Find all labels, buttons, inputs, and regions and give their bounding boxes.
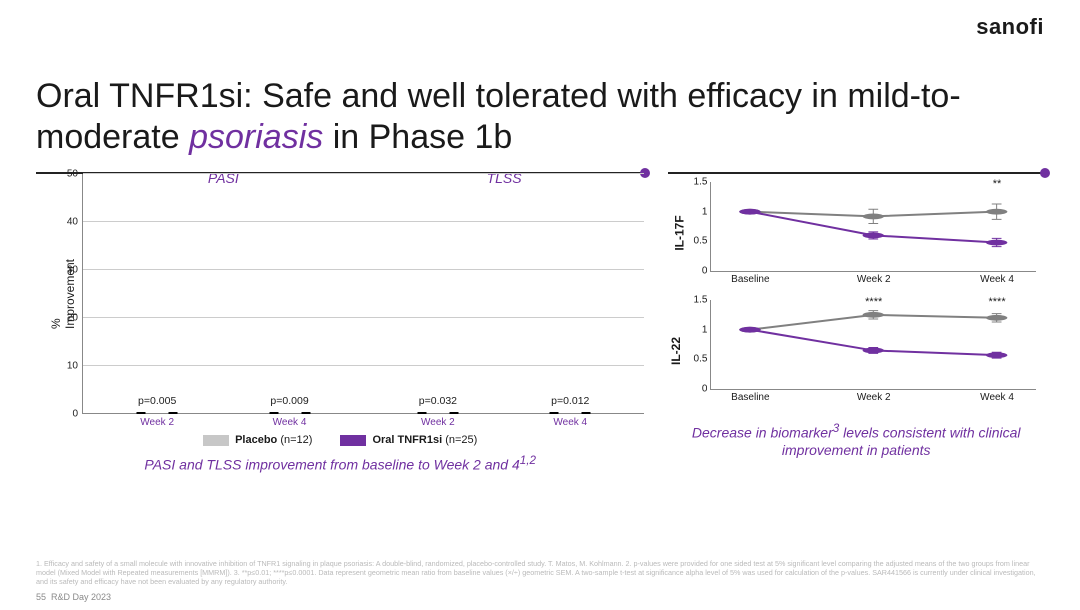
caption-sup: 1,2: [520, 454, 536, 467]
y-tick: 50: [67, 169, 78, 180]
p-value: p=0.009: [270, 395, 308, 407]
legend-swatch: [340, 435, 366, 446]
y-tick: 20: [67, 313, 78, 324]
line-y-tick: 1.5: [694, 177, 712, 188]
title-post: in Phase 1b: [323, 118, 512, 156]
data-point: [986, 315, 1007, 321]
legend-label: Placebo (n=12): [235, 434, 312, 446]
line-panel: IL-17F 0 0.5 1 1.5 Baseline Week 2 Week 4 ** IL-2…: [668, 172, 1044, 540]
line-x-tick: Week 4: [980, 389, 1014, 403]
data-point: [740, 209, 761, 215]
p-value: p=0.005: [138, 395, 176, 407]
y-tick: 40: [67, 217, 78, 228]
y-tick: 0: [72, 409, 78, 420]
line-x-tick: Week 4: [980, 271, 1014, 285]
significance-marker: **: [993, 178, 1002, 190]
title-emphasis: psoriasis: [189, 118, 323, 156]
significance-marker: ****: [865, 296, 882, 308]
legend-swatch: [203, 435, 229, 446]
data-point: [740, 327, 761, 333]
data-point: [986, 240, 1007, 246]
x-label: Week 2: [128, 413, 186, 428]
line-y-tick: 1: [702, 324, 712, 335]
line-y-tick: 0: [702, 266, 712, 277]
line-caption: Decrease in biomarker3 levels consistent…: [668, 422, 1044, 460]
data-point: [863, 312, 884, 318]
line-y-label: IL-17F: [673, 215, 687, 250]
line-y-tick: 0.5: [694, 354, 712, 365]
bar-caption: PASI and TLSS improvement from baseline …: [36, 454, 644, 474]
significance-marker: ****: [988, 296, 1005, 308]
data-point: [986, 352, 1007, 358]
legend: Placebo (n=12) Oral TNFR1si (n=25): [36, 434, 644, 446]
x-label: Week 4: [541, 413, 599, 428]
line-x-tick: Baseline: [731, 389, 769, 403]
legend-label: Oral TNFR1si (n=25): [372, 434, 477, 446]
line-y-tick: 1.5: [694, 295, 712, 306]
data-point: [863, 347, 884, 353]
line-y-tick: 0: [702, 384, 712, 395]
brand-logo: sanofi: [976, 14, 1044, 40]
line-y-tick: 1: [702, 206, 712, 217]
line-x-tick: Week 2: [857, 271, 891, 285]
line-y-tick: 0.5: [694, 236, 712, 247]
x-label: Week 4: [261, 413, 319, 428]
y-tick: 30: [67, 265, 78, 276]
bar-panel: % Improvement 01020304050 PASIWeek 2p=0.…: [36, 172, 644, 540]
p-value: p=0.012: [551, 395, 589, 407]
line-x-tick: Week 2: [857, 389, 891, 403]
data-point: [986, 209, 1007, 215]
line-chart: IL-22 0 0.5 1 1.5 Baseline Week 2 Week 4 **** ***…: [668, 292, 1044, 410]
page-footer: 55 R&D Day 2023: [36, 592, 111, 602]
footnotes: 1. Efficacy and safety of a small molecu…: [36, 559, 1044, 586]
line-y-label: IL-22: [669, 337, 683, 365]
y-tick: 10: [67, 361, 78, 372]
data-point: [863, 232, 884, 238]
data-point: [863, 213, 884, 219]
page-title: Oral TNFR1si: Safe and well tolerated wi…: [36, 76, 1044, 159]
legend-item: Placebo (n=12): [203, 434, 312, 446]
line-chart: IL-17F 0 0.5 1 1.5 Baseline Week 2 Week 4 **: [668, 174, 1044, 292]
x-label: Week 2: [409, 413, 467, 428]
legend-item: Oral TNFR1si (n=25): [340, 434, 477, 446]
p-value: p=0.032: [419, 395, 457, 407]
line-x-tick: Baseline: [731, 271, 769, 285]
